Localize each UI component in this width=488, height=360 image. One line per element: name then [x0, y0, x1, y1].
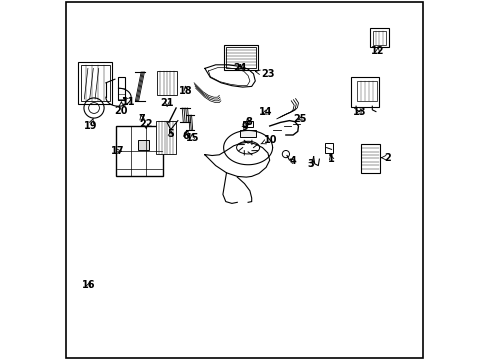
Text: 20: 20 — [114, 102, 128, 116]
Text: 18: 18 — [179, 86, 193, 96]
Text: 25: 25 — [293, 114, 306, 124]
Bar — [242, 121, 253, 127]
Text: 12: 12 — [370, 46, 384, 56]
Bar — [240, 130, 256, 137]
Bar — [118, 77, 124, 100]
Bar — [225, 47, 256, 68]
Text: 22: 22 — [139, 119, 152, 129]
Text: 6: 6 — [182, 131, 189, 141]
Text: 2: 2 — [380, 153, 390, 163]
Bar — [116, 126, 163, 176]
Text: 23: 23 — [255, 69, 274, 79]
Bar — [81, 65, 109, 101]
Text: 16: 16 — [82, 280, 96, 290]
Text: 5: 5 — [167, 129, 174, 139]
Bar — [361, 145, 378, 172]
Bar — [156, 121, 176, 154]
Text: 11: 11 — [122, 96, 135, 107]
Bar — [224, 45, 258, 70]
Text: 10: 10 — [260, 135, 277, 145]
Text: 3: 3 — [307, 159, 314, 169]
Bar — [369, 28, 388, 47]
Text: 8: 8 — [245, 117, 252, 127]
Bar — [350, 77, 379, 107]
Bar — [78, 62, 112, 104]
Text: 4: 4 — [289, 156, 296, 166]
Text: 7: 7 — [138, 114, 145, 124]
Text: 19: 19 — [83, 118, 97, 131]
Text: 21: 21 — [160, 98, 174, 108]
Bar — [138, 140, 149, 150]
Text: 14: 14 — [259, 107, 272, 117]
Text: 24: 24 — [233, 63, 246, 73]
Text: 15: 15 — [185, 132, 199, 143]
Bar — [356, 81, 376, 100]
Text: 17: 17 — [111, 146, 124, 156]
Bar — [157, 71, 177, 94]
Bar — [372, 31, 386, 45]
Bar — [360, 144, 380, 173]
Text: 13: 13 — [352, 107, 366, 117]
Text: 9: 9 — [242, 122, 248, 132]
Bar — [325, 143, 332, 153]
Text: 1: 1 — [327, 154, 334, 164]
